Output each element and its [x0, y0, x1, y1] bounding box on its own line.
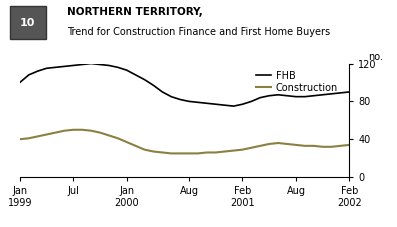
- Construction: [98, 131, 102, 134]
- Construction: [293, 143, 298, 146]
- FHB: [178, 98, 183, 101]
- Construction: [116, 137, 120, 140]
- FHB: [71, 64, 76, 67]
- FHB: [169, 95, 173, 98]
- FHB: [53, 66, 58, 69]
- Construction: [62, 129, 67, 132]
- FHB: [26, 74, 31, 76]
- FHB: [347, 91, 352, 93]
- Construction: [276, 142, 281, 144]
- FHB: [62, 65, 67, 68]
- Construction: [214, 151, 218, 154]
- FHB: [311, 94, 316, 97]
- Construction: [231, 149, 236, 152]
- Construction: [222, 150, 227, 153]
- Construction: [17, 138, 22, 141]
- Construction: [124, 141, 129, 143]
- Construction: [44, 133, 49, 136]
- FHB: [285, 94, 289, 97]
- FHB: [142, 78, 147, 81]
- FancyBboxPatch shape: [10, 6, 46, 39]
- FHB: [106, 64, 111, 67]
- Construction: [35, 135, 40, 138]
- FHB: [267, 94, 272, 97]
- Construction: [106, 134, 111, 137]
- FHB: [124, 69, 129, 72]
- FHB: [44, 67, 49, 70]
- FHB: [196, 101, 200, 104]
- Construction: [160, 151, 165, 154]
- FHB: [258, 96, 263, 99]
- FHB: [231, 105, 236, 107]
- Construction: [204, 151, 209, 154]
- FHB: [293, 95, 298, 98]
- Line: Construction: Construction: [20, 130, 349, 153]
- FHB: [133, 74, 138, 76]
- FHB: [303, 95, 307, 98]
- Text: Trend for Construction Finance and First Home Buyers: Trend for Construction Finance and First…: [67, 27, 331, 37]
- Construction: [89, 129, 93, 132]
- Construction: [249, 146, 254, 149]
- FHB: [338, 91, 343, 94]
- FHB: [187, 100, 191, 103]
- Construction: [71, 128, 76, 131]
- Construction: [178, 152, 183, 155]
- Construction: [240, 148, 245, 151]
- Construction: [303, 145, 307, 147]
- FHB: [204, 102, 209, 105]
- FHB: [240, 103, 245, 106]
- Construction: [311, 145, 316, 147]
- FHB: [249, 100, 254, 103]
- FHB: [89, 62, 93, 65]
- Construction: [133, 145, 138, 147]
- FHB: [276, 94, 281, 96]
- FHB: [151, 84, 156, 87]
- Construction: [267, 143, 272, 145]
- Construction: [196, 152, 200, 155]
- Construction: [347, 143, 352, 146]
- FHB: [160, 91, 165, 93]
- Construction: [53, 131, 58, 134]
- Construction: [329, 146, 334, 148]
- FHB: [80, 63, 85, 66]
- Construction: [320, 146, 325, 148]
- FHB: [98, 63, 102, 66]
- Y-axis label: no.: no.: [368, 52, 383, 62]
- Legend: FHB, Construction: FHB, Construction: [256, 71, 338, 93]
- Construction: [187, 152, 191, 155]
- FHB: [17, 81, 22, 84]
- Construction: [80, 128, 85, 131]
- Construction: [285, 143, 289, 145]
- Construction: [338, 145, 343, 147]
- FHB: [214, 103, 218, 106]
- FHB: [329, 92, 334, 95]
- FHB: [320, 94, 325, 96]
- FHB: [222, 104, 227, 106]
- Construction: [142, 148, 147, 151]
- Construction: [169, 152, 173, 155]
- FHB: [116, 66, 120, 69]
- Line: FHB: FHB: [20, 64, 349, 106]
- FHB: [35, 70, 40, 72]
- Construction: [151, 150, 156, 153]
- Construction: [258, 145, 263, 147]
- Construction: [26, 137, 31, 140]
- Text: 10: 10: [20, 18, 35, 28]
- Text: NORTHERN TERRITORY,: NORTHERN TERRITORY,: [67, 7, 203, 17]
